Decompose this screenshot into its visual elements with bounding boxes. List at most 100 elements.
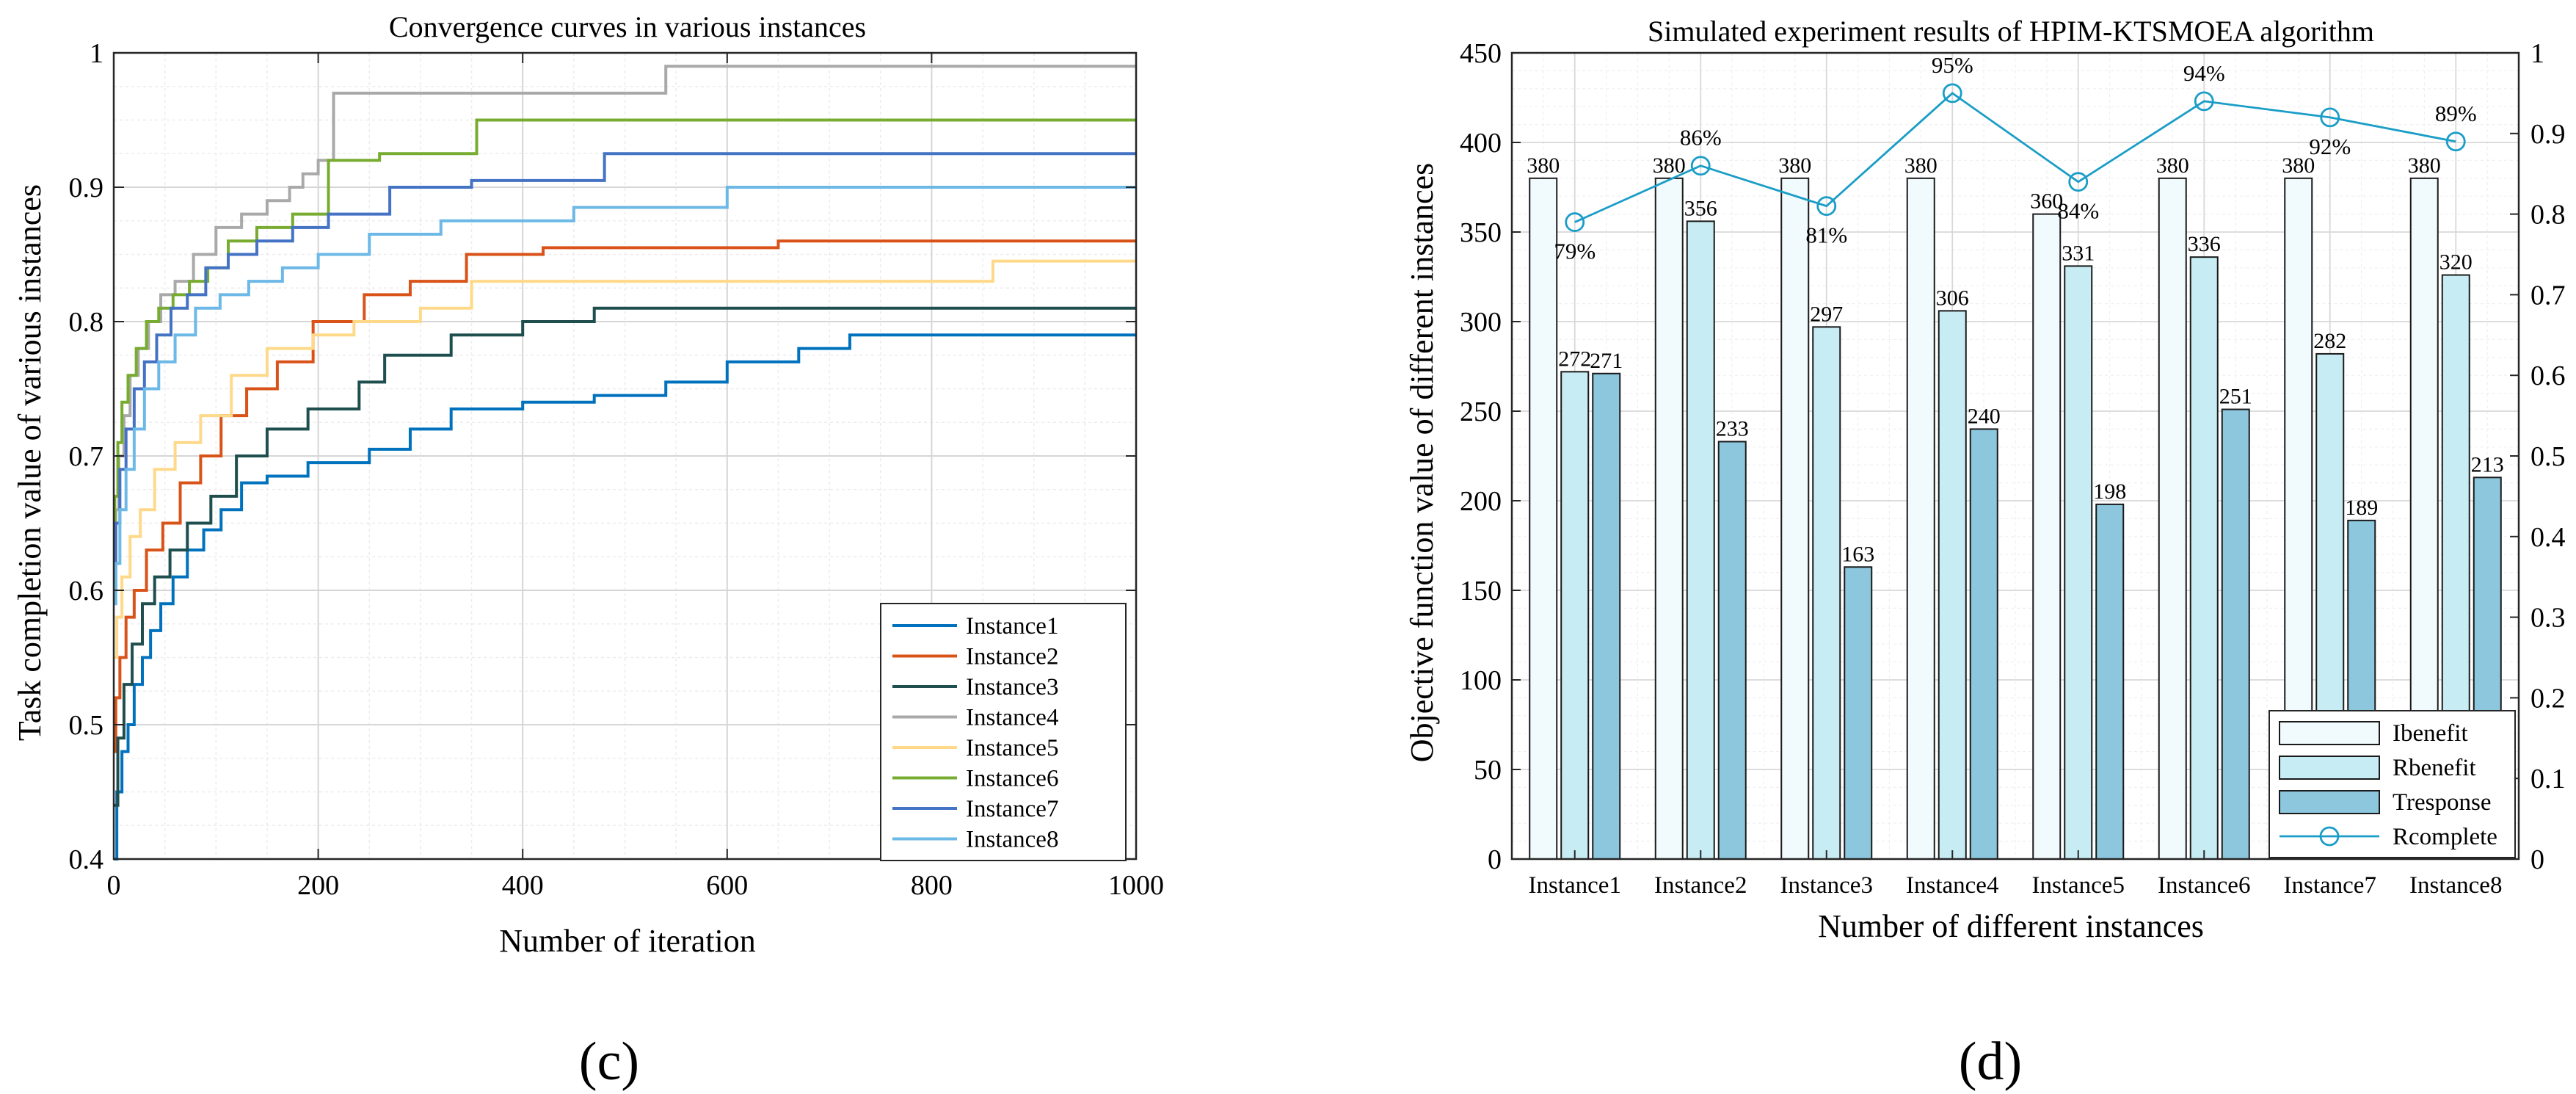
x-category-label: Instance4 <box>1906 872 1998 899</box>
bar-value-label: 272 <box>1558 347 1591 371</box>
x-tick-label: 600 <box>706 870 748 901</box>
y-tick-label: 0.9 <box>69 173 104 203</box>
y2-tick-label: 0.4 <box>2530 522 2566 553</box>
bar-value-label: 356 <box>1684 196 1717 220</box>
line-marker-rcomplete <box>2068 172 2089 192</box>
line-value-label: 94% <box>2183 60 2225 86</box>
legend-label-ibenefit: Ibenefit <box>2393 720 2468 747</box>
chart-d-y-axis-label: Objective function value of different in… <box>1404 163 1440 763</box>
x-category-label: Instance2 <box>1654 872 1747 899</box>
legend-label-instance1: Instance1 <box>966 613 1058 640</box>
y2-tick-label: 0.7 <box>2530 280 2566 311</box>
bar-value-label: 360 <box>2030 189 2063 214</box>
bar-value-label: 320 <box>2439 250 2473 275</box>
y-tick-label: 150 <box>1460 576 1502 606</box>
bar-value-label: 189 <box>2345 496 2378 520</box>
panel-label-d: (d) <box>1959 1032 2022 1092</box>
y-tick-label: 300 <box>1460 307 1502 338</box>
y-tick-label: 250 <box>1460 396 1502 427</box>
bar-ibenefit <box>2158 177 2187 861</box>
legend-label-instance6: Instance6 <box>966 766 1058 792</box>
line-value-label: 95% <box>1932 52 1973 78</box>
y2-tick-label: 0.1 <box>2530 764 2566 794</box>
y-tick-label: 50 <box>1474 755 1502 786</box>
y-tick-label: 0.6 <box>69 576 104 606</box>
x-category-label: Instance6 <box>2158 872 2250 899</box>
bar-value-label: 380 <box>1653 153 1686 178</box>
bar-value-label: 380 <box>1527 153 1560 178</box>
bar-ibenefit <box>1654 177 1684 861</box>
x-category-label: Instance5 <box>2032 872 2125 899</box>
y-tick-label: 200 <box>1460 486 1502 517</box>
y2-tick-label: 0.3 <box>2530 603 2566 634</box>
y2-tick-label: 0.5 <box>2530 441 2566 472</box>
legend-label-instance3: Instance3 <box>966 674 1058 700</box>
y-tick-label: 0.4 <box>69 844 104 875</box>
series-line-instance4 <box>114 65 1136 565</box>
x-tick-label: 200 <box>297 870 339 901</box>
bar-rbenefit <box>1812 326 1841 860</box>
y-tick-label: 100 <box>1460 665 1502 696</box>
series-line-instance5 <box>114 259 1136 659</box>
chart-c-title: Convergence curves in various instances <box>389 10 866 43</box>
bar-rbenefit <box>1686 220 1715 860</box>
line-marker-rcomplete <box>1816 196 1837 217</box>
bar-value-label: 336 <box>2188 232 2221 256</box>
bar-rbenefit <box>1560 371 1590 860</box>
y-tick-label: 0.5 <box>69 710 104 741</box>
panel-label-c: (c) <box>579 1032 639 1092</box>
series-line-instance8 <box>114 186 1136 606</box>
line-value-label: 79% <box>1554 239 1596 264</box>
line-value-label: 84% <box>2057 198 2099 224</box>
y2-tick-label: 0.2 <box>2530 683 2566 714</box>
bar-rbenefit <box>2189 256 2219 861</box>
line-value-label: 89% <box>2435 101 2477 126</box>
series-line-instance3 <box>114 306 1136 807</box>
y2-tick-label: 0.9 <box>2530 119 2566 150</box>
series-line-instance1 <box>114 333 1136 861</box>
bar-tresponse <box>1717 441 1747 860</box>
x-category-label: Instance3 <box>1780 872 1873 899</box>
x-tick-label: 400 <box>502 870 544 901</box>
bar-rbenefit <box>2064 265 2093 860</box>
bar-value-label: 198 <box>2093 479 2126 504</box>
y-tick-label: 0.8 <box>69 307 104 338</box>
series-line-instance7 <box>114 152 1136 592</box>
y-tick-label: 450 <box>1460 38 1502 69</box>
series-line-rcomplete <box>1574 92 2456 223</box>
bar-value-label: 331 <box>2062 241 2095 265</box>
y-tick-label: 1 <box>90 38 103 69</box>
bar-value-label: 251 <box>2219 385 2252 409</box>
line-marker-rcomplete <box>2194 91 2214 112</box>
bar-value-label: 163 <box>1841 542 1874 566</box>
line-value-label: 81% <box>1805 222 1847 248</box>
bar-value-label: 297 <box>1810 302 1843 326</box>
bar-value-label: 233 <box>1716 416 1749 441</box>
line-marker-rcomplete <box>2445 131 2466 152</box>
bar-value-label: 271 <box>1590 349 1623 373</box>
x-tick-label: 0 <box>107 870 121 901</box>
chart-d-plot-area: 380 380 380 380 360 380 380 380 272 356 297 306 331 3… <box>1460 38 2566 899</box>
legend-label-rbenefit: Rbenefit <box>2393 755 2476 781</box>
legend-swatch-ibenefit <box>2279 721 2380 745</box>
legend-swatch-rbenefit <box>2279 756 2380 780</box>
chart-d-x-axis-label: Number of different instances <box>1818 908 2204 944</box>
legend-label-tresponse: Tresponse <box>2393 789 2491 816</box>
x-category-label: Instance7 <box>2284 872 2376 899</box>
x-category-label: Instance8 <box>2409 872 2502 899</box>
line-value-label: 86% <box>1680 125 1722 151</box>
line-marker-rcomplete <box>1565 212 1585 232</box>
line-value-label: 92% <box>2309 134 2351 159</box>
bar-value-label: 240 <box>1968 404 2001 428</box>
line-marker-rcomplete <box>1690 156 1711 176</box>
line-marker-rcomplete <box>1942 83 1962 104</box>
legend-marker-rcomplete <box>2319 826 2340 847</box>
bar-tresponse <box>1592 372 1621 860</box>
line-marker-rcomplete <box>2320 107 2340 128</box>
bar-value-label: 380 <box>1904 153 1938 178</box>
y2-tick-label: 1 <box>2530 38 2544 69</box>
legend-label-instance8: Instance8 <box>966 827 1058 853</box>
y2-tick-label: 0.8 <box>2530 200 2566 231</box>
bar-tresponse <box>1844 566 1873 861</box>
bar-value-label: 282 <box>2313 329 2346 353</box>
